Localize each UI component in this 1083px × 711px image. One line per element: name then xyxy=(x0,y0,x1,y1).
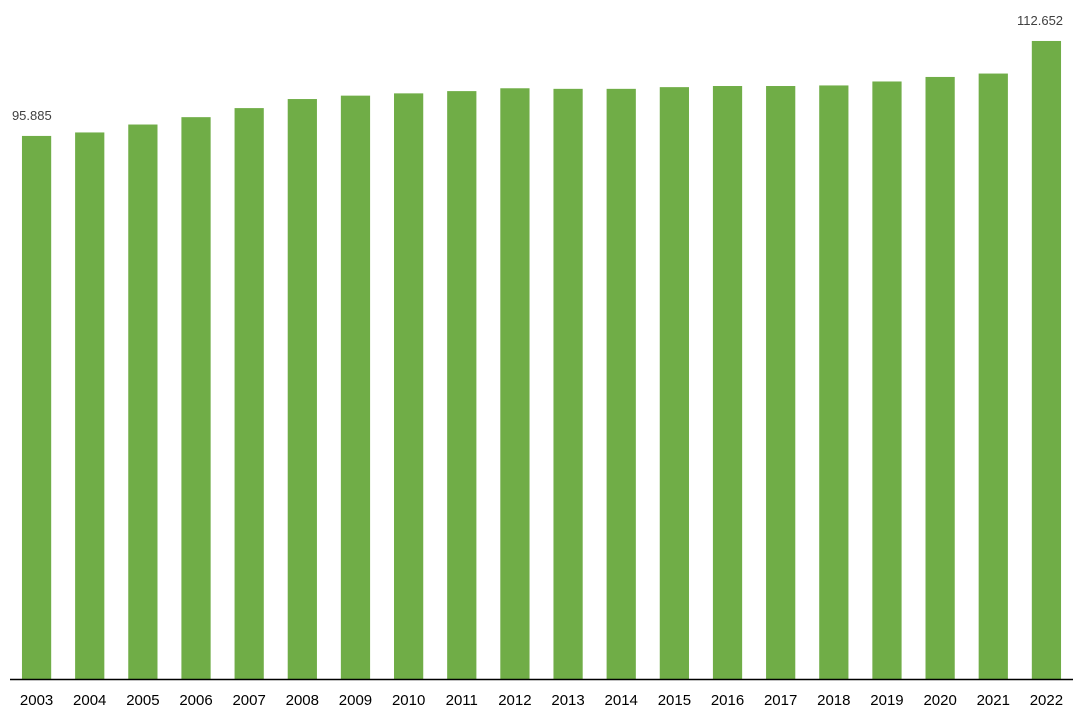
bar-2018 xyxy=(819,85,849,679)
x-tick-label-2013: 2013 xyxy=(551,692,584,709)
x-tick-label-2014: 2014 xyxy=(605,692,638,709)
bar-2012 xyxy=(500,88,530,679)
bar-2007 xyxy=(234,108,264,680)
bars-group xyxy=(21,40,1062,680)
bar-2008 xyxy=(287,99,317,680)
bar-2011 xyxy=(447,91,477,680)
bar-2017 xyxy=(766,86,796,679)
x-tick-label-2005: 2005 xyxy=(126,692,159,709)
bar-2019 xyxy=(872,81,902,680)
x-tick-label-2015: 2015 xyxy=(658,692,691,709)
x-tick-label-2018: 2018 xyxy=(817,692,850,709)
bar-2014 xyxy=(606,88,636,680)
bar-2004 xyxy=(75,132,105,679)
data-label-2003: 95.885 xyxy=(12,108,52,123)
x-tick-label-2022: 2022 xyxy=(1030,692,1063,709)
x-tick-label-2012: 2012 xyxy=(498,692,531,709)
bar-2015 xyxy=(659,87,689,679)
bar-2005 xyxy=(128,124,158,679)
x-tick-label-2010: 2010 xyxy=(392,692,425,709)
x-tick-label-2006: 2006 xyxy=(179,692,212,709)
bar-2021 xyxy=(978,73,1008,680)
bar-2022 xyxy=(1031,40,1062,680)
bar-2010 xyxy=(394,93,424,680)
x-tick-label-2016: 2016 xyxy=(711,692,744,709)
x-tick-label-2019: 2019 xyxy=(870,692,903,709)
x-tick-label-2020: 2020 xyxy=(923,692,956,709)
bar-2009 xyxy=(340,95,371,679)
bar-2006 xyxy=(181,117,211,679)
x-tick-label-2008: 2008 xyxy=(286,692,319,709)
bar-2016 xyxy=(712,86,743,679)
bar-2013 xyxy=(553,88,583,680)
x-tick-labels: 2003 2004 2005 2006 2007 2008 2009 2010 2011 2012… xyxy=(20,692,1063,709)
bar-2020 xyxy=(925,76,955,679)
x-tick-label-2007: 2007 xyxy=(232,692,265,709)
x-tick-label-2003: 2003 xyxy=(20,692,53,709)
x-tick-label-2004: 2004 xyxy=(73,692,106,709)
data-label-2022: 112.652 xyxy=(1017,13,1063,28)
x-tick-label-2011: 2011 xyxy=(446,692,478,709)
x-tick-label-2017: 2017 xyxy=(764,692,797,709)
data-labels: 95.885 112.652 xyxy=(12,13,1063,123)
x-tick-label-2021: 2021 xyxy=(977,692,1010,709)
x-tick-label-2009: 2009 xyxy=(339,692,372,709)
bar-2003 xyxy=(21,135,52,679)
